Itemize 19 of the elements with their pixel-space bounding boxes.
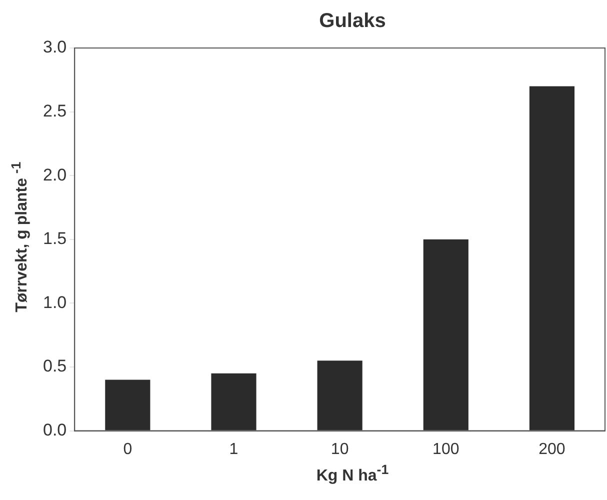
y-tick-label: 3.0 <box>42 38 67 57</box>
bar <box>529 86 575 430</box>
x-tick-label: 100 <box>432 440 460 458</box>
bar <box>211 373 256 430</box>
y-tick-label: 1.5 <box>42 229 67 248</box>
bar <box>317 360 362 430</box>
y-tick-label: 0.0 <box>42 420 67 440</box>
y-tick-label: 2.5 <box>42 101 67 120</box>
x-axis-title: Kg N ha$^{-1}$ <box>315 462 390 486</box>
bar <box>423 239 468 430</box>
x-tick-label: 0 <box>123 440 132 458</box>
x-tick-label: 10 <box>330 440 349 458</box>
x-tick-label: 1 <box>229 440 238 458</box>
y-tick-label: 1.0 <box>42 292 67 312</box>
y-tick-label: 0.5 <box>42 356 67 376</box>
chart-title: Gulaks <box>318 10 387 33</box>
x-tick-label: 200 <box>538 440 566 458</box>
y-tick-label: 2.0 <box>42 165 67 184</box>
bar <box>105 380 150 430</box>
